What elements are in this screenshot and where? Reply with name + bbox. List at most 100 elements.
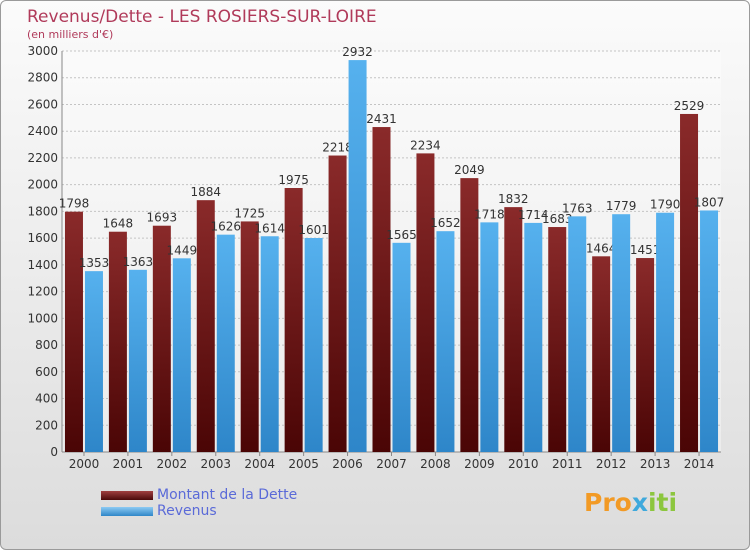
plot-area: [62, 51, 721, 452]
y-tick-label: 2400: [27, 124, 58, 138]
y-tick-label: 2600: [27, 97, 58, 111]
data-label-revenue: 1449: [167, 243, 198, 257]
y-tick-label: 1000: [27, 311, 58, 325]
data-label-revenue: 2932: [342, 45, 373, 59]
data-label-debt: 1648: [103, 217, 134, 231]
data-label-debt: 1451: [630, 243, 661, 257]
logo-part-2: x: [631, 488, 648, 517]
bar-revenue: [304, 237, 323, 452]
data-label-revenue: 1565: [386, 228, 417, 242]
bar-revenue: [436, 231, 455, 452]
bar-revenue: [524, 222, 543, 452]
data-label-revenue: 1807: [694, 195, 725, 209]
data-label-debt: 2049: [454, 163, 485, 177]
bar-debt: [64, 211, 83, 452]
bar-debt: [460, 178, 479, 452]
bar-debt: [240, 221, 259, 452]
data-label-revenue: 1652: [430, 216, 461, 230]
data-label-revenue: 1763: [562, 201, 593, 215]
bar-revenue: [656, 212, 675, 452]
legend-label-debt: Montant de la Dette: [157, 487, 298, 503]
data-label-debt: 1683: [542, 212, 573, 226]
y-tick-label: 600: [35, 365, 58, 379]
x-tick-label: 2013: [640, 457, 671, 471]
x-tick-label: 2003: [200, 457, 231, 471]
bar-debt: [328, 155, 347, 452]
y-tick-label: 2800: [27, 71, 58, 85]
data-label-debt: 1832: [498, 192, 529, 206]
data-label-debt: 1975: [278, 173, 309, 187]
x-tick-label: 2012: [596, 457, 627, 471]
data-label-debt: 2234: [410, 138, 441, 152]
bar-revenue: [172, 258, 191, 452]
bar-revenue: [84, 271, 103, 452]
bar-debt: [372, 127, 391, 452]
data-label-debt: 2431: [366, 112, 397, 126]
legend: Montant de la Dette Revenus: [101, 487, 297, 519]
x-tick-label: 2002: [157, 457, 188, 471]
data-label-debt: 1693: [147, 211, 178, 225]
data-label-revenue: 1779: [606, 199, 637, 213]
bar-debt: [416, 153, 435, 452]
bar-debt: [680, 113, 699, 452]
bar-revenue: [260, 236, 279, 452]
legend-swatch-debt: [101, 490, 153, 500]
y-tick-label: 0: [50, 445, 58, 459]
bar-revenue: [700, 210, 719, 452]
bar-debt: [108, 231, 127, 452]
bar-debt: [504, 207, 523, 452]
x-tick-label: 2009: [464, 457, 495, 471]
y-tick-label: 1600: [27, 231, 58, 245]
chart-title: Revenus/Dette - LES ROSIERS-SUR-LOIRE: [27, 7, 377, 27]
data-label-revenue: 1614: [254, 221, 285, 235]
bar-debt: [152, 225, 171, 452]
proxiti-logo: Proxiti: [584, 488, 677, 517]
x-tick-label: 2006: [332, 457, 363, 471]
bar-debt: [636, 258, 655, 452]
x-tick-label: 2005: [288, 457, 319, 471]
data-label-revenue: 1626: [210, 220, 241, 234]
logo-part-1: Pro: [584, 488, 632, 517]
bar-debt: [592, 256, 611, 452]
y-tick-label: 1200: [27, 285, 58, 299]
bar-revenue: [392, 242, 411, 452]
y-tick-label: 200: [35, 418, 58, 432]
y-tick-label: 800: [35, 338, 58, 352]
data-label-debt: 1725: [234, 206, 265, 220]
data-label-debt: 1464: [586, 241, 617, 255]
data-label-revenue: 1714: [518, 208, 549, 222]
bar-revenue: [128, 269, 147, 452]
data-label-revenue: 1718: [474, 207, 505, 221]
x-tick-label: 2000: [69, 457, 100, 471]
y-tick-label: 2000: [27, 178, 58, 192]
data-label-debt: 1884: [190, 185, 221, 199]
bar-revenue: [612, 214, 631, 452]
logo-part-3: iti: [647, 488, 678, 517]
bar-revenue: [348, 60, 367, 453]
bar-debt: [548, 227, 567, 452]
legend-item-revenue: Revenus: [101, 503, 297, 519]
data-label-debt: 2218: [322, 141, 353, 155]
y-tick-label: 400: [35, 392, 58, 406]
legend-item-debt: Montant de la Dette: [101, 487, 297, 503]
y-tick-label: 1400: [27, 258, 58, 272]
x-tick-label: 2007: [376, 457, 407, 471]
data-label-revenue: 1790: [650, 198, 681, 212]
y-tick-label: 3000: [27, 44, 58, 58]
bar-revenue: [216, 234, 235, 452]
data-label-revenue: 1353: [79, 256, 110, 270]
x-tick-label: 2014: [684, 457, 715, 471]
data-label-revenue: 1363: [123, 255, 154, 269]
x-tick-label: 2004: [244, 457, 275, 471]
x-tick-label: 2011: [552, 457, 583, 471]
data-label-debt: 1798: [59, 197, 90, 211]
y-tick-label: 2200: [27, 151, 58, 165]
bar-revenue: [480, 222, 499, 452]
data-label-revenue: 1601: [298, 223, 329, 237]
bar-revenue: [568, 216, 587, 452]
x-tick-label: 2001: [113, 457, 144, 471]
legend-label-revenue: Revenus: [157, 503, 217, 519]
x-tick-label: 2008: [420, 457, 451, 471]
